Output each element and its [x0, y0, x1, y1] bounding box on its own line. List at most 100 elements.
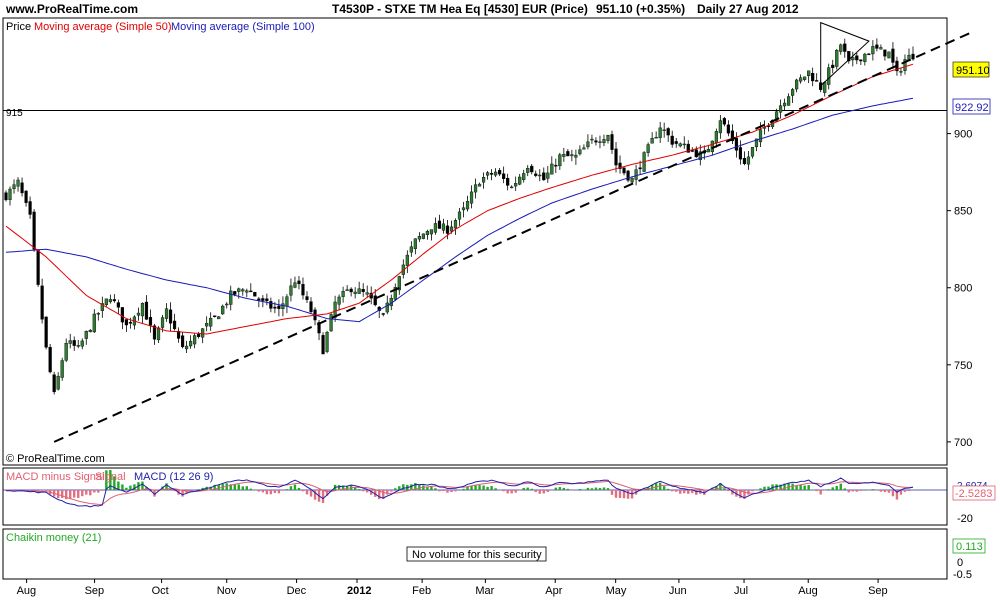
candle-body — [92, 313, 96, 333]
candle-body — [164, 308, 169, 319]
copyright: © ProRealTime.com — [6, 453, 105, 465]
macd-hist-bar — [763, 486, 766, 490]
candle-body — [891, 48, 895, 63]
candle-body — [136, 312, 141, 316]
macd-hist-bar — [662, 486, 666, 490]
macd-hist-bar — [398, 486, 401, 490]
candle-body — [233, 291, 237, 295]
x-tick-label: Aug — [798, 585, 818, 597]
macd-hist-bar — [341, 485, 345, 490]
macd-hist-bar — [265, 490, 269, 495]
macd-hist-bar — [193, 490, 196, 491]
candle-body — [582, 147, 586, 150]
macd-hist-bar — [727, 490, 730, 492]
candle-body — [674, 141, 678, 144]
candle-body — [530, 165, 534, 173]
macd-hist-bar — [217, 484, 220, 490]
ma100-line — [5, 97, 914, 323]
chaikin-panel-frame — [2, 528, 948, 580]
macd-panel-frame — [2, 467, 948, 526]
macd-hist-bar — [907, 490, 911, 492]
macd-hist-bar — [337, 485, 341, 490]
candle-body — [120, 307, 124, 323]
macd-hist-bar — [650, 484, 654, 490]
candle-body — [217, 316, 221, 320]
macd-hist-bar — [442, 490, 445, 492]
candle-body — [168, 309, 173, 324]
macd-hist-bar — [899, 490, 903, 495]
macd-hist-bar — [165, 483, 168, 490]
macd-hist-bar — [687, 490, 690, 494]
macd-hist-bar — [815, 490, 818, 492]
macd-hist-bar — [189, 490, 192, 492]
macd-hist-bar — [81, 490, 84, 497]
candle-body — [514, 183, 518, 187]
no-volume-note: No volume for this security — [412, 549, 542, 561]
candle-body — [670, 135, 674, 145]
macd-hist-bar — [867, 490, 871, 491]
y-tick-label: 850 — [954, 206, 972, 218]
candle-body — [193, 335, 197, 345]
x-tick-label: Jun — [669, 585, 687, 597]
macd-hist-bar — [695, 490, 698, 495]
candle-body — [718, 120, 722, 134]
candle-body — [494, 171, 498, 176]
candle-body — [273, 306, 277, 309]
macd-hist-bar — [594, 487, 598, 490]
candle-body — [911, 53, 915, 60]
macd-hist-bar — [835, 485, 838, 490]
candle-body — [52, 374, 56, 393]
macd-hist-bar — [273, 490, 277, 494]
candle-body — [678, 143, 682, 147]
chaikin-tick-minus05: -0.5 — [953, 569, 972, 581]
macd-hist-bar — [675, 490, 678, 492]
x-tick-label: Dec — [287, 585, 307, 597]
no-volume-box — [406, 546, 547, 562]
macd-hist-bar — [313, 490, 317, 500]
candle-body — [839, 44, 843, 52]
macd-hist-bar — [578, 489, 582, 490]
x-axis: Aug Sep Oct Nov Dec 2012 Feb Mar Apr May Jun Jul Aug… — [17, 579, 888, 597]
macd-hist-bar — [44, 490, 48, 491]
macd-hist-bar — [105, 470, 108, 490]
candle-body — [786, 96, 791, 106]
macd-hist-bar — [903, 490, 907, 492]
macd-hist-bar — [69, 490, 72, 499]
legend-ma100: Moving average (Simple 100) — [171, 21, 315, 33]
candle-body — [799, 77, 803, 82]
legend-ma50: Moving average (Simple 50) — [34, 21, 172, 33]
y-tick-label: 750 — [954, 360, 972, 372]
candle-body — [409, 246, 413, 253]
candle-body — [461, 207, 466, 211]
period-label: Daily 27 Aug 2012 — [697, 2, 799, 16]
candle-body — [213, 315, 217, 317]
candle-body — [538, 174, 542, 177]
candle-body — [40, 285, 44, 320]
chaikin-value-badge — [952, 538, 986, 554]
candle-body — [144, 301, 149, 320]
candle-body — [903, 59, 907, 71]
macd-hist-bar — [141, 481, 144, 490]
macd-hist-bar — [807, 485, 810, 490]
macd-hist-bar — [309, 490, 313, 497]
macd-hist-bar — [386, 490, 389, 495]
candle-body — [614, 148, 618, 166]
macd-hist-bar — [839, 483, 842, 490]
candle-body — [265, 298, 269, 302]
candle-body — [662, 129, 666, 132]
macd-hist-bar — [466, 486, 469, 490]
macd-hist-bar — [430, 486, 433, 490]
macd-hist-bar — [526, 487, 529, 490]
macd-hist-bar — [261, 490, 265, 493]
candle-body — [658, 127, 662, 138]
candle-body — [566, 151, 570, 157]
candle-body — [189, 340, 193, 347]
candle-body — [421, 233, 425, 239]
macd-hist-bar — [390, 490, 393, 492]
macd-hist-bar — [751, 490, 754, 492]
macd-hist-bar — [249, 488, 253, 490]
macd-hist-bar — [474, 484, 477, 490]
candle-body — [698, 151, 702, 161]
x-tick-label: Sep — [85, 585, 105, 597]
y-tick-label: 700 — [954, 437, 972, 449]
